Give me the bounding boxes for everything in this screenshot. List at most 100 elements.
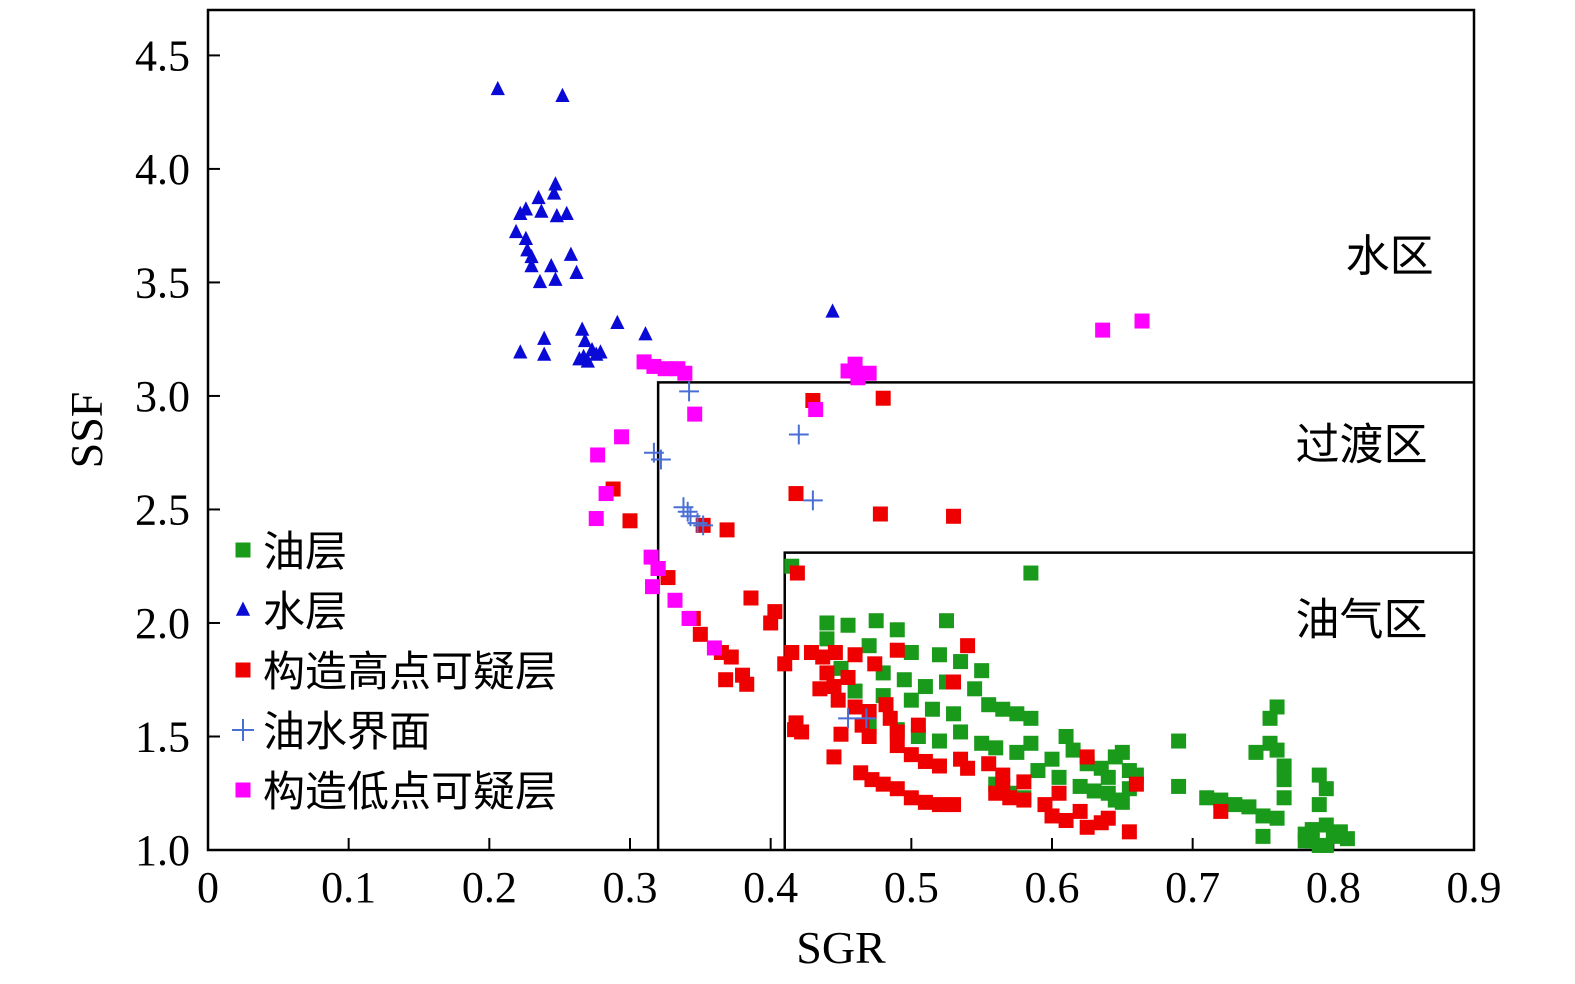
data-point-series-0 [861, 638, 877, 654]
region-boundary [783, 551, 1474, 850]
data-point-series-2 [889, 781, 905, 797]
region-boundary [656, 381, 1474, 850]
data-point-series-1 [563, 246, 579, 261]
data-point-series-2 [788, 486, 804, 502]
data-point-series-2 [910, 717, 926, 733]
data-point-series-0 [988, 740, 1004, 756]
y-tick-label: 3.0 [135, 372, 190, 421]
data-point-series-0 [967, 681, 983, 697]
data-point-series-0 [910, 728, 926, 744]
data-point-series-2 [767, 604, 783, 620]
data-point-series-2 [827, 644, 843, 660]
y-tick-label: 4.0 [135, 145, 190, 194]
data-point-series-2 [847, 699, 863, 715]
data-point-series-1 [580, 353, 595, 368]
data-point-series-2 [878, 697, 894, 713]
data-point-series-4 [614, 429, 630, 445]
y-tick-label: 2.0 [135, 599, 190, 648]
data-point-series-2 [1037, 797, 1053, 813]
data-point-series-1 [577, 332, 593, 348]
data-point-series-0 [1255, 808, 1271, 824]
data-point-series-2 [1058, 812, 1074, 828]
data-point-series-0 [903, 644, 919, 660]
legend-marker [235, 782, 251, 798]
data-point-series-1 [825, 303, 840, 318]
data-point-series-2 [1128, 776, 1144, 792]
data-point-series-0 [1262, 710, 1278, 726]
data-point-series-1 [544, 257, 559, 273]
data-point-series-3 [651, 449, 671, 470]
y-tick-label: 1.5 [135, 712, 190, 761]
data-point-series-2 [1079, 819, 1095, 835]
plot-frame [206, 8, 1476, 852]
data-point-series-2 [840, 669, 856, 685]
data-point-series-0 [1044, 751, 1060, 767]
legend-label: 构造高点可疑层 [263, 647, 557, 696]
data-point-series-1 [524, 248, 539, 264]
x-tick-label: 0.2 [462, 863, 517, 912]
axis-ticks: 0 0.1 0.2 0.3 0.4 0.5 0.6 0.7 0.8 0.9 1.0 1.5 2.0 2.5… [135, 31, 1502, 912]
data-point-series-0 [840, 617, 856, 633]
data-point-series-4 [598, 486, 614, 502]
data-point-series-2 [830, 692, 846, 708]
x-tick-label: 0.8 [1306, 863, 1361, 912]
region-label: 油气区 [1295, 594, 1427, 645]
data-point-series-0 [1086, 783, 1102, 799]
data-point-series-2 [1002, 790, 1018, 806]
legend-marker [235, 662, 251, 678]
data-point-series-2 [960, 760, 976, 776]
data-point-series-3 [679, 381, 699, 402]
data-point-series-0 [1213, 792, 1229, 808]
legend-marker [235, 542, 251, 558]
data-point-series-3 [677, 501, 698, 522]
data-point-series-4 [643, 549, 659, 565]
data-point-series-1 [534, 203, 549, 218]
data-point-series-0 [1030, 763, 1046, 779]
data-point-series-4 [645, 579, 661, 595]
data-point-series-0 [903, 692, 919, 708]
region-label: 水区 [1346, 231, 1434, 282]
data-point-series-0 [889, 622, 905, 638]
data-point-series-0 [1023, 565, 1039, 581]
data-point-series-0 [1269, 699, 1285, 715]
data-point-series-4 [681, 610, 697, 626]
data-point-series-0 [974, 735, 990, 751]
data-point-series-0 [1023, 735, 1039, 751]
data-point-series-2 [861, 704, 877, 720]
data-point-series-1 [569, 264, 584, 280]
data-point-series-1 [559, 205, 574, 221]
data-point-series-0 [1023, 710, 1039, 726]
data-point-series-0 [1072, 778, 1088, 794]
data-point-series-1 [490, 80, 505, 96]
data-point-series-2 [903, 790, 919, 806]
data-point-series-2 [917, 794, 933, 810]
data-points [490, 80, 1355, 853]
data-point-series-1 [555, 87, 570, 102]
data-point-series-2 [946, 797, 962, 813]
data-point-series-2 [847, 647, 863, 663]
data-point-series-4 [588, 511, 604, 527]
data-point-series-2 [803, 644, 819, 660]
data-point-series-3 [693, 515, 714, 536]
data-point-series-2 [692, 626, 708, 642]
data-point-series-2 [789, 565, 805, 581]
data-point-series-0 [1100, 769, 1116, 785]
data-point-series-1 [572, 351, 587, 366]
data-point-series-0 [1276, 758, 1292, 774]
data-point-series-2 [882, 710, 898, 726]
data-point-series-0 [1276, 772, 1292, 788]
data-point-series-0 [1227, 797, 1243, 813]
data-point-series-0 [1269, 742, 1285, 758]
data-point-series-0 [896, 672, 912, 688]
x-tick-label: 0.4 [743, 863, 798, 912]
data-point-series-0 [1304, 822, 1320, 838]
x-tick-label: 0.6 [1025, 863, 1080, 912]
region-boundaries [656, 381, 1474, 850]
data-point-series-4 [706, 640, 722, 656]
data-point-series-1 [549, 208, 564, 223]
data-point-series-2 [833, 726, 849, 742]
data-point-series-0 [847, 683, 863, 699]
data-point-series-0 [868, 613, 884, 629]
data-point-series-0 [1276, 790, 1292, 806]
data-point-series-3 [788, 424, 809, 445]
